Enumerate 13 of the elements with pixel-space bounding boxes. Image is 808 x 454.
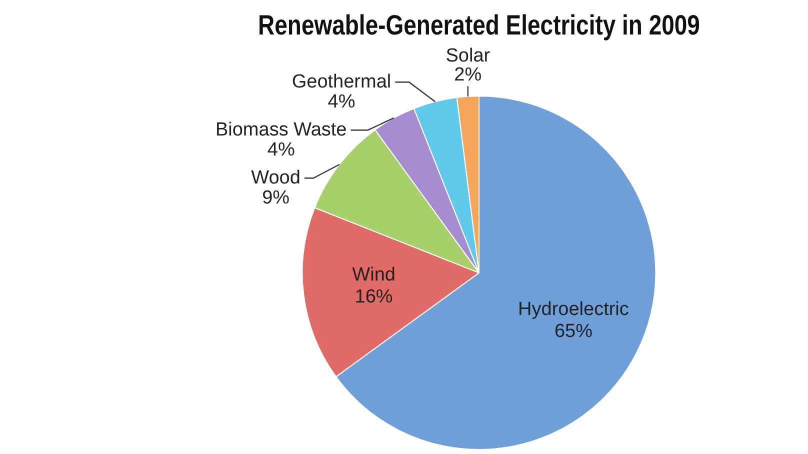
slice-label: Solar	[446, 45, 491, 66]
data-label: 2%	[454, 64, 482, 86]
data-label: 4%	[267, 139, 295, 160]
data-label: 4%	[328, 91, 356, 112]
chart-title: Renewable-Generated Electricity in 2009	[258, 10, 700, 42]
slice-label: Wood	[251, 167, 300, 188]
slice-label: Wind	[352, 264, 396, 286]
slice-label: Geothermal	[292, 71, 392, 92]
slice-label: Biomass Waste	[215, 119, 347, 140]
data-label: 65%	[554, 321, 593, 342]
slice-label: Hydroelectric	[518, 299, 629, 320]
data-label: 16%	[354, 286, 393, 308]
data-label: 9%	[262, 187, 290, 208]
